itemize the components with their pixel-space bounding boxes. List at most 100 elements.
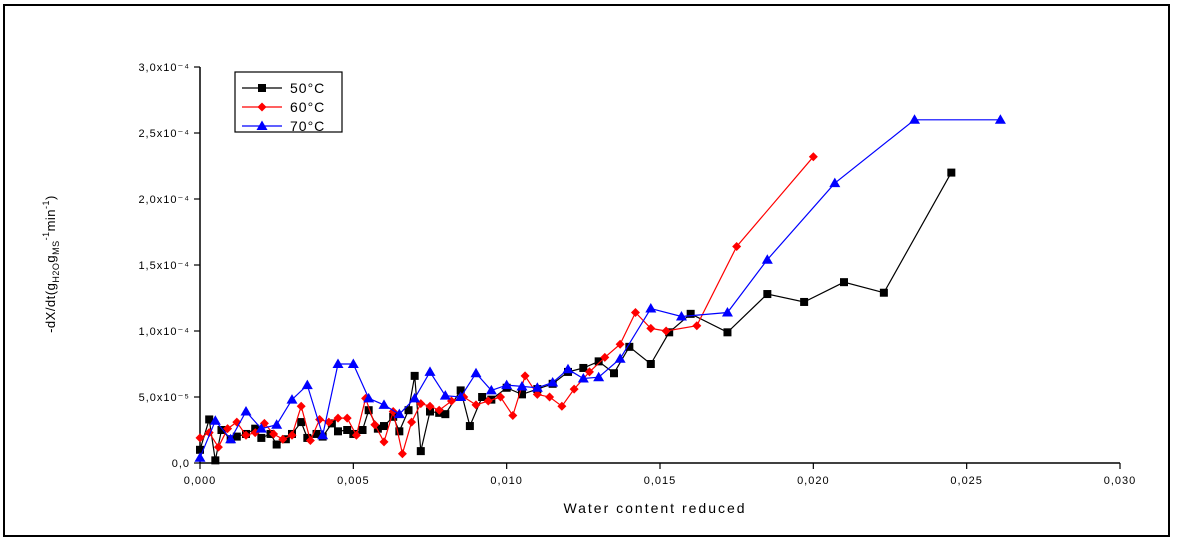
legend-box xyxy=(234,71,343,133)
data-point-60c xyxy=(532,389,542,399)
data-point-50c xyxy=(465,422,474,431)
x-tick-label: 0,005 xyxy=(337,475,370,487)
data-point-70c xyxy=(301,379,313,390)
data-point-60c xyxy=(379,437,389,447)
data-point-60c xyxy=(557,401,567,411)
data-point-60c xyxy=(732,242,742,252)
data-point-70c xyxy=(332,358,344,368)
series-50c xyxy=(196,168,956,465)
series-line-50c xyxy=(199,172,952,461)
data-point-50c xyxy=(416,447,425,456)
data-point-50c xyxy=(364,406,373,415)
data-point-60c xyxy=(520,371,530,381)
data-point-50c xyxy=(579,363,588,372)
data-point-50c xyxy=(800,297,809,306)
data-point-50c xyxy=(646,360,655,368)
data-point-50c xyxy=(297,418,306,427)
data-point-50c xyxy=(257,433,266,442)
legend-label-50c: 50°C xyxy=(290,80,325,96)
data-point-60c xyxy=(333,413,343,423)
data-point-60c xyxy=(305,436,315,446)
x-tick-label: 0,010 xyxy=(490,475,523,487)
data-point-70c xyxy=(317,429,329,440)
data-point-70c xyxy=(761,254,773,264)
data-point-60c xyxy=(434,405,444,415)
data-point-60c xyxy=(278,434,288,444)
data-point-60c xyxy=(342,413,352,423)
data-point-60c xyxy=(600,352,610,362)
data-point-60c xyxy=(471,400,481,410)
data-point-70c xyxy=(562,363,574,374)
data-point-60c xyxy=(483,396,493,406)
legend-marker-70c xyxy=(256,120,268,130)
x-axis-title: Water content reduced xyxy=(563,500,746,516)
data-point-60c xyxy=(615,339,625,349)
data-point-50c xyxy=(723,328,732,337)
x-tick-label: 0,000 xyxy=(184,475,217,487)
y-tick-label: 2,0x10⁻⁴ xyxy=(138,194,190,206)
data-point-70c xyxy=(675,310,687,321)
data-point-70c xyxy=(286,394,298,404)
data-point-70c xyxy=(485,384,497,395)
data-point-60c xyxy=(296,401,306,411)
data-point-70c xyxy=(614,353,626,363)
data-point-60c xyxy=(351,430,361,440)
data-point-70c xyxy=(645,303,657,313)
data-point-60c xyxy=(661,326,671,336)
y-tick-label: 1,0x10⁻⁴ xyxy=(138,326,190,338)
legend: 50°C 60°C 70°C xyxy=(234,71,343,134)
data-point-60c xyxy=(692,321,702,331)
data-point-70c xyxy=(424,366,436,376)
data-point-50c xyxy=(334,427,342,436)
data-point-60c xyxy=(496,392,506,402)
data-point-50c xyxy=(404,406,413,415)
data-point-60c xyxy=(195,433,205,443)
data-point-50c xyxy=(232,432,241,441)
data-point-50c xyxy=(389,412,398,421)
x-tick-label: 0,015 xyxy=(644,475,677,487)
data-point-50c xyxy=(211,456,220,465)
x-tick-label: 0,020 xyxy=(797,475,830,487)
data-point-70c xyxy=(721,307,733,317)
data-point-60c xyxy=(397,449,407,459)
legend-marker-50c xyxy=(258,84,266,92)
data-point-50c xyxy=(879,288,888,297)
data-point-50c xyxy=(380,422,388,431)
data-point-50c xyxy=(303,433,312,442)
x-tick-label: 0,025 xyxy=(950,475,983,487)
data-point-60c xyxy=(584,367,594,377)
data-point-60c xyxy=(569,384,579,394)
y-tick-label: 1,5x10⁻⁴ xyxy=(138,260,190,272)
x-tick-label: 0,030 xyxy=(1104,475,1137,487)
data-point-50c xyxy=(763,290,772,299)
data-point-50c xyxy=(610,369,618,378)
y-tick-label: 0,0 xyxy=(172,458,190,470)
data-point-60c xyxy=(425,401,435,411)
series-70c xyxy=(194,114,1006,462)
data-point-50c xyxy=(947,168,956,177)
data-point-70c xyxy=(501,379,513,390)
data-point-50c xyxy=(625,342,634,351)
y-tick-label: 5,0x10⁻⁵ xyxy=(139,392,190,404)
data-point-70c xyxy=(593,371,605,382)
data-point-70c xyxy=(240,406,252,416)
data-point-70c xyxy=(378,399,390,409)
data-point-70c xyxy=(470,367,482,378)
data-point-50c xyxy=(686,309,695,318)
data-point-50c xyxy=(395,427,404,436)
y-tick-label: 2,5x10⁻⁴ xyxy=(138,128,190,140)
data-point-70c xyxy=(547,376,559,387)
data-point-70c xyxy=(363,392,375,403)
data-point-50c xyxy=(343,426,352,434)
legend-label-60c: 60°C xyxy=(290,99,325,115)
series-line-60c xyxy=(199,156,814,454)
data-point-70c xyxy=(909,114,921,124)
data-point-70c xyxy=(271,419,283,429)
data-point-50c xyxy=(312,429,321,438)
data-point-60c xyxy=(808,152,818,162)
data-point-60c xyxy=(630,308,640,318)
data-point-60c xyxy=(407,417,417,427)
data-point-50c xyxy=(205,415,214,424)
data-point-70c xyxy=(347,358,359,368)
data-point-70c xyxy=(994,114,1006,124)
